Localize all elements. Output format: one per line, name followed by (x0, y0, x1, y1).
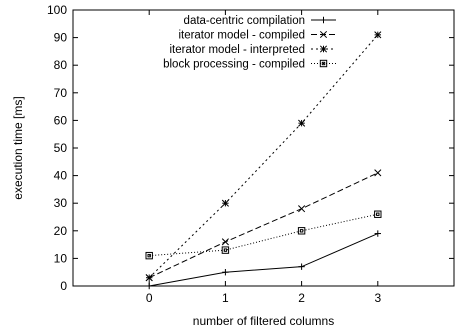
data-point (298, 119, 306, 127)
legend-marker (319, 59, 328, 68)
y-axis-label: execution time [ms] (11, 96, 25, 199)
legend-marker (319, 30, 328, 39)
legend-entry: iterator model - interpreted (169, 44, 336, 56)
series-1 (146, 230, 381, 290)
legend-marker (320, 16, 327, 24)
legend-entry: iterator model - compiled (178, 30, 336, 42)
data-point (222, 269, 229, 276)
data-point (145, 274, 153, 282)
y-tick-label: 0 (60, 279, 67, 293)
y-tick-label: 30 (54, 196, 68, 210)
legend-marker (319, 30, 328, 39)
legend-marker (321, 61, 326, 66)
data-point (221, 238, 229, 246)
data-point (374, 210, 382, 218)
y-tick-label: 20 (54, 224, 68, 238)
data-point (299, 229, 304, 233)
data-point (374, 169, 382, 177)
y-tick-label: 90 (54, 31, 68, 45)
legend: data-centric compilation iterator model -… (163, 15, 336, 71)
x-axis-label: number of filtered columns (193, 314, 334, 328)
y-tick-label: 60 (54, 113, 68, 127)
series-2 (145, 169, 382, 282)
y-tick-label: 100 (47, 3, 67, 17)
data-point (221, 238, 229, 246)
data-point (298, 119, 306, 127)
data-point (298, 205, 306, 213)
data-point (145, 251, 153, 260)
data-point (297, 227, 306, 235)
series-group (145, 31, 382, 290)
legend-marker (319, 45, 328, 53)
data-point (145, 274, 153, 282)
x-tick-label: 3 (374, 291, 381, 305)
data-point (221, 246, 230, 254)
data-point (221, 199, 229, 207)
legend-marker (319, 59, 328, 68)
data-point (374, 31, 382, 39)
legend-label: data-centric compilation (184, 15, 305, 27)
legend-label: iterator model - interpreted (169, 44, 305, 56)
y-tick-label: 50 (54, 141, 68, 155)
y-tick-label: 80 (54, 58, 68, 72)
data-point (146, 282, 153, 290)
x-tick-label: 2 (298, 291, 305, 305)
data-point (147, 253, 151, 258)
data-point (221, 199, 229, 207)
x-tick-label: 1 (222, 291, 229, 305)
series-line (148, 34, 379, 279)
data-point (374, 210, 382, 218)
x-tick-label: 0 (146, 291, 153, 305)
data-point (297, 227, 306, 235)
series-line (149, 233, 378, 287)
data-point (374, 31, 382, 39)
legend-label: iterator model - compiled (178, 30, 305, 42)
data-point (374, 169, 382, 177)
series-3 (145, 31, 382, 282)
legend-marker (319, 45, 328, 53)
series-line (148, 172, 379, 279)
legend-entry: block processing - compiled (163, 59, 336, 71)
data-point (221, 246, 230, 254)
data-point (374, 230, 381, 237)
data-point (376, 212, 380, 216)
series-4 (145, 210, 382, 260)
legend-label: block processing - compiled (163, 59, 305, 71)
series-line (149, 213, 378, 257)
y-tick-label: 40 (54, 169, 68, 183)
legend-entry: data-centric compilation (184, 15, 336, 27)
data-point (223, 248, 228, 252)
ticks: 0 10 20 30 40 50 60 70 80 90 100 0 1 2 3 (47, 3, 454, 305)
data-point (298, 205, 306, 213)
data-point (145, 251, 153, 260)
y-tick-label: 10 (54, 251, 68, 265)
data-point (298, 263, 305, 270)
y-tick-label: 70 (54, 86, 68, 100)
